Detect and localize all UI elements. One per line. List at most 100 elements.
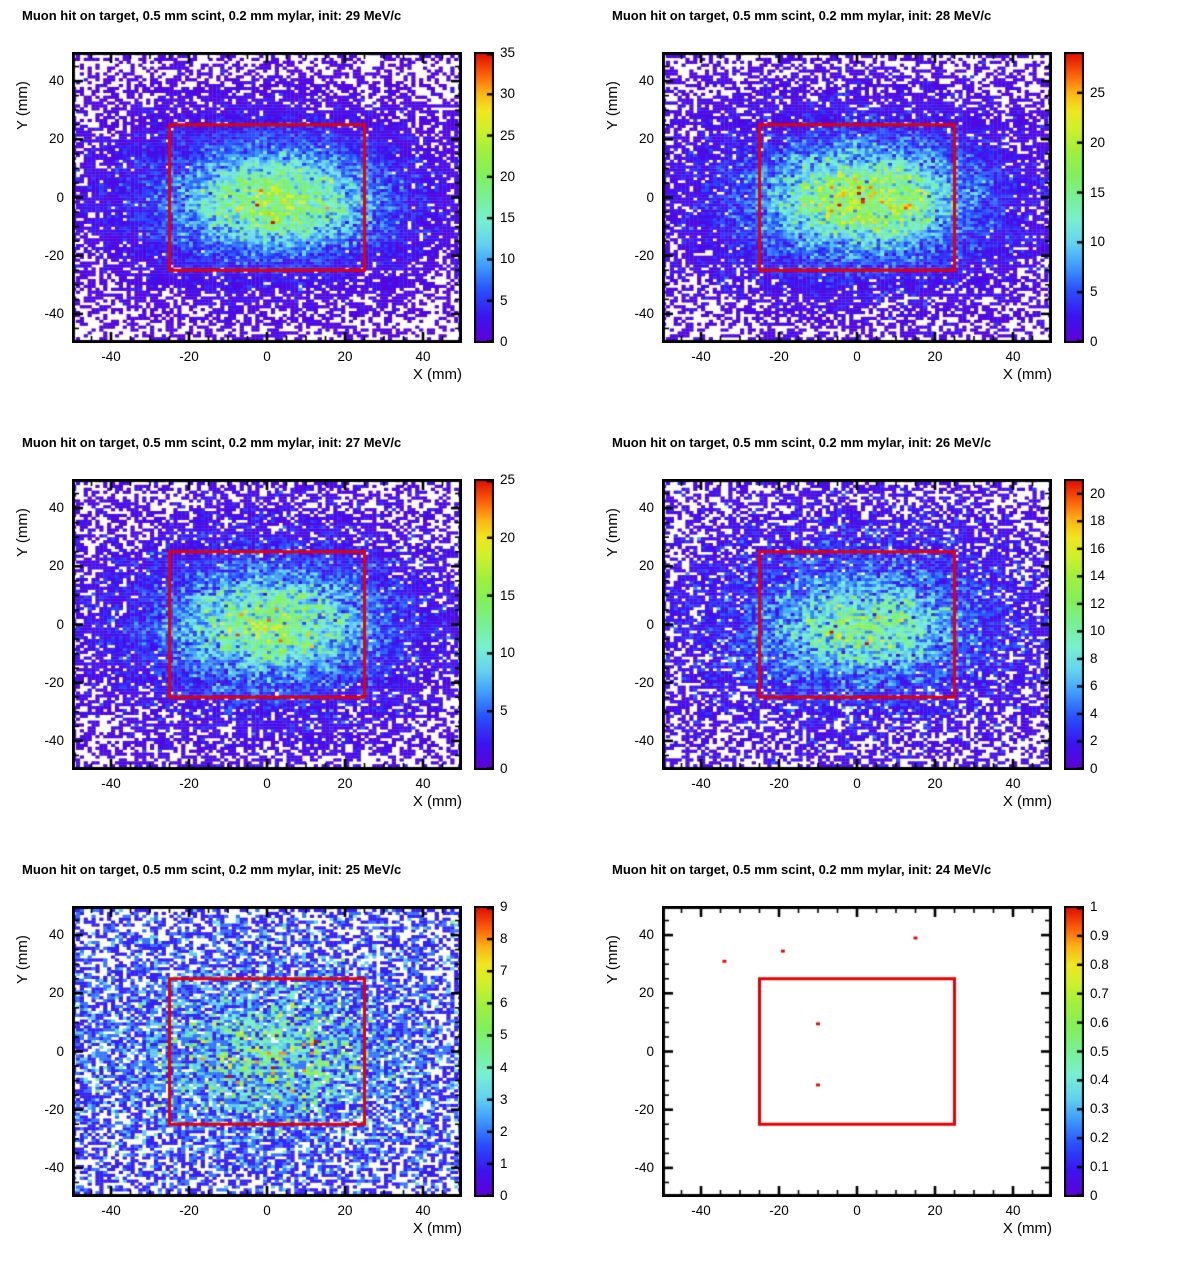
y-tick-label: -40: [44, 1159, 64, 1175]
z-tick-label: 8: [500, 931, 508, 947]
x-tick-label: -20: [179, 1203, 199, 1218]
x-axis-label: X (mm): [1002, 366, 1052, 383]
z-tick-label: 0: [1090, 761, 1098, 776]
z-tick-label: 14: [1090, 568, 1106, 584]
panel-26mevc: Muon hit on target, 0.5 mm scint, 0.2 mm…: [590, 427, 1181, 854]
y-tick-label: -40: [634, 732, 654, 748]
panel-27mevc: Muon hit on target, 0.5 mm scint, 0.2 mm…: [0, 427, 590, 854]
z-tick-label: 1: [500, 1155, 508, 1171]
y-tick-label: 20: [48, 131, 64, 147]
colorbar-canvas: [474, 479, 494, 770]
y-axis-label: Y (mm): [14, 81, 31, 130]
x-tick-label: -20: [769, 1203, 789, 1218]
y-tick-label: -20: [44, 674, 64, 690]
x-tick-label: 0: [853, 349, 861, 364]
panel-24mevc: Muon hit on target, 0.5 mm scint, 0.2 mm…: [590, 854, 1181, 1281]
x-tick-label: -40: [691, 1203, 711, 1218]
x-tick-label: 40: [1005, 349, 1021, 364]
z-tick-label: 0.1: [1090, 1159, 1109, 1175]
y-tick-label: 0: [646, 616, 654, 632]
z-tick-label: 18: [1090, 513, 1106, 529]
colorbar-canvas: [1064, 479, 1084, 770]
y-tick-label: 40: [638, 500, 654, 516]
z-tick-label: 8: [1090, 650, 1098, 666]
x-tick-label: 40: [1005, 1203, 1021, 1218]
y-tick-label: -20: [634, 247, 654, 263]
x-tick-label: 20: [927, 776, 943, 791]
z-tick-label: 20: [500, 168, 516, 184]
z-tick-label: 25: [500, 472, 516, 487]
x-tick-label: 0: [853, 1203, 861, 1218]
y-tick-label: 20: [638, 558, 654, 574]
y-tick-label: 0: [646, 1043, 654, 1059]
z-tick-label: 0: [500, 761, 508, 776]
x-tick-label: -40: [101, 776, 121, 791]
x-tick-label: 20: [337, 1203, 353, 1218]
y-tick-label: 0: [646, 189, 654, 205]
z-tick-label: 1: [1090, 899, 1098, 914]
z-tick-label: 30: [500, 86, 516, 102]
panel-25mevc: Muon hit on target, 0.5 mm scint, 0.2 mm…: [0, 854, 590, 1281]
z-tick-label: 0.5: [1090, 1043, 1109, 1059]
z-tick-label: 2: [1090, 733, 1098, 749]
z-tick-label: 20: [500, 529, 516, 545]
colorbar-canvas: [474, 52, 494, 343]
x-tick-label: 0: [263, 349, 271, 364]
y-tick-label: -20: [634, 674, 654, 690]
y-axis-label: Y (mm): [14, 935, 31, 984]
x-tick-label: -40: [101, 1203, 121, 1218]
y-axis-label: Y (mm): [604, 81, 621, 130]
z-tick-label: 5: [500, 292, 508, 308]
x-axis-label: X (mm): [1002, 1220, 1052, 1237]
z-tick-label: 5: [1090, 284, 1098, 300]
z-tick-label: 10: [1090, 623, 1106, 639]
y-tick-label: 0: [56, 189, 64, 205]
y-tick-label: 20: [638, 985, 654, 1001]
z-tick-label: 0: [500, 1188, 508, 1203]
x-tick-label: 20: [927, 349, 943, 364]
x-tick-label: -40: [101, 349, 121, 364]
plot-title: Muon hit on target, 0.5 mm scint, 0.2 mm…: [22, 435, 402, 450]
y-tick-label: -20: [634, 1101, 654, 1117]
z-tick-label: 15: [500, 210, 516, 226]
z-tick-label: 35: [500, 45, 516, 60]
z-tick-label: 6: [500, 995, 508, 1011]
heatmap-canvas: [72, 479, 462, 770]
x-tick-label: -20: [769, 776, 789, 791]
x-tick-label: -40: [691, 776, 711, 791]
y-tick-label: -40: [634, 305, 654, 321]
y-axis-label: Y (mm): [604, 508, 621, 557]
z-tick-label: 4: [1090, 705, 1098, 721]
z-tick-label: 5: [500, 703, 508, 719]
z-tick-label: 4: [500, 1059, 508, 1075]
z-tick-label: 16: [1090, 540, 1106, 556]
heatmap-canvas: [662, 906, 1052, 1197]
x-tick-label: 40: [415, 1203, 431, 1218]
panel-28mevc: Muon hit on target, 0.5 mm scint, 0.2 mm…: [590, 0, 1181, 427]
z-tick-label: 20: [1090, 134, 1106, 150]
x-tick-label: -40: [691, 349, 711, 364]
y-tick-label: 40: [48, 500, 64, 516]
heatmap-canvas: [662, 479, 1052, 770]
x-tick-label: 0: [853, 776, 861, 791]
y-tick-label: -20: [44, 1101, 64, 1117]
y-axis-label: Y (mm): [604, 935, 621, 984]
y-tick-label: 40: [48, 73, 64, 89]
plot-title: Muon hit on target, 0.5 mm scint, 0.2 mm…: [22, 862, 402, 877]
z-tick-label: 2: [500, 1123, 508, 1139]
z-tick-label: 7: [500, 963, 508, 979]
y-tick-label: 40: [48, 927, 64, 943]
y-tick-label: -40: [634, 1159, 654, 1175]
plot-title: Muon hit on target, 0.5 mm scint, 0.2 mm…: [22, 8, 402, 23]
z-tick-label: 15: [1090, 184, 1106, 200]
z-tick-label: 6: [1090, 678, 1098, 694]
panel-29mevc: Muon hit on target, 0.5 mm scint, 0.2 mm…: [0, 0, 590, 427]
x-tick-label: 40: [415, 776, 431, 791]
x-tick-label: 20: [927, 1203, 943, 1218]
z-tick-label: 0: [1090, 334, 1098, 349]
plot-title: Muon hit on target, 0.5 mm scint, 0.2 mm…: [612, 862, 992, 877]
heatmap-canvas: [72, 906, 462, 1197]
x-tick-label: 20: [337, 776, 353, 791]
x-tick-label: 0: [263, 1203, 271, 1218]
